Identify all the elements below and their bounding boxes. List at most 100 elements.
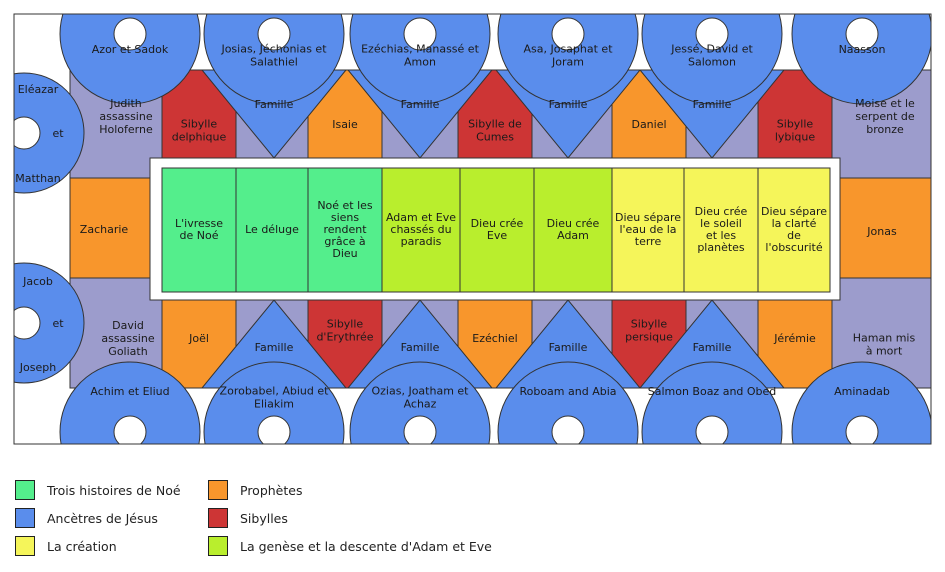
corner-bottom-left-label: David assassine Goliath	[101, 319, 154, 358]
famille-top-label: Famille	[255, 98, 294, 111]
mask-bottom	[0, 444, 945, 460]
lunette-bottom-hole	[845, 415, 879, 449]
corner-bottom-right-label: Haman mis à mort	[853, 332, 916, 358]
lunette-top-hole	[403, 17, 437, 51]
lunette-bottom-hole	[257, 415, 291, 449]
lunette-bottom-label: Roboam and Abia	[519, 385, 616, 398]
famille-bottom-label: Famille	[693, 341, 732, 354]
legend-swatch	[208, 480, 228, 500]
panel	[235, 167, 309, 293]
lunette-bottom-label: Achim et Eliud	[90, 385, 169, 398]
lunette-top-label: Jessé, David et Salomon	[670, 43, 753, 69]
lunette-bottom	[59, 361, 201, 460]
legend-item-sibylles: Sibylles	[208, 507, 288, 529]
panel-label: Noé et les siens rendent grâce à Dieu	[317, 199, 373, 260]
legend-label: Sibylles	[240, 510, 288, 526]
corner-top-right-label: Moise et le serpent de bronze	[855, 97, 915, 136]
legend-swatch	[208, 508, 228, 528]
seat-bottom-label: Jérémie	[773, 332, 816, 345]
legend-swatch	[208, 536, 228, 556]
prophet-left-seat	[69, 177, 163, 279]
famille-top-label: Famille	[401, 98, 440, 111]
seat-top-label: Daniel	[631, 118, 666, 131]
seat-bottom-label: Joël	[188, 332, 209, 345]
legend-label: La genèse et la descente d'Adam et Eve	[240, 538, 492, 554]
famille-bottom-label: Famille	[401, 341, 440, 354]
panel-label: Adam et Eve chassés du paradis	[386, 211, 456, 248]
lunette-bottom-hole	[695, 415, 729, 449]
famille-bottom-label: Famille	[255, 341, 294, 354]
panel	[307, 167, 383, 293]
famille-bottom-label: Famille	[549, 341, 588, 354]
panel-label: Dieu crée Adam	[547, 217, 600, 242]
prophet-right-seat	[839, 177, 933, 279]
lunette-bottom-label: Aminadab	[834, 385, 890, 398]
legend-swatch	[15, 508, 35, 528]
panel	[757, 167, 831, 293]
lunette-top-label: Naasson	[839, 43, 886, 56]
lunette-left-label: Joseph	[19, 361, 56, 374]
prophet-right-label: Jonas	[866, 225, 897, 238]
lunette-top-label: Josias, Jéchonias et Salathiel	[220, 43, 327, 69]
lunette-bottom	[349, 361, 491, 460]
seat-top-label: Isaie	[332, 118, 358, 131]
lunette-top-label: Ezéchias, Manassé et Amon	[361, 43, 479, 69]
panel-label: Le déluge	[245, 223, 299, 236]
lunette-top	[203, 0, 345, 105]
legend-label: Ancètres de Jésus	[47, 510, 158, 526]
legend-swatch	[15, 536, 35, 556]
lunette-bottom-label: Zorobabel, Abiud et Eliakim	[220, 385, 330, 411]
seat-top-label: Sibylle delphique	[172, 118, 227, 144]
lunette-top-label: Azor et Sadok	[92, 43, 169, 56]
panel-label: Dieu crée le soleil et les planètes	[695, 205, 748, 254]
panel-label: Dieu sépare l'eau de la terre	[615, 211, 681, 248]
lunette-bottom-hole	[551, 415, 585, 449]
lunette-left-1	[0, 72, 85, 194]
lunette-top	[641, 0, 783, 105]
seat-top-label: Sibylle de Cumes	[468, 118, 522, 144]
lunette-bottom	[203, 361, 345, 460]
famille-top-label: Famille	[693, 98, 732, 111]
legend-item-genese: La genèse et la descente d'Adam et Eve	[208, 535, 492, 557]
lunette-top-hole	[257, 17, 291, 51]
lunette-top-hole	[695, 17, 729, 51]
lunette-bottom-label: Ozias, Joatham et Achaz	[372, 385, 470, 411]
lunette-top-hole	[551, 17, 585, 51]
famille-top-label: Famille	[549, 98, 588, 111]
panel	[161, 167, 237, 293]
lunette-top	[497, 0, 639, 105]
prophet-left-label: Zacharie	[80, 223, 129, 236]
panel-label: Dieu sépare la clarté de l'obscurité	[761, 205, 827, 254]
legend-item-prophetes: Prophètes	[208, 479, 302, 501]
lunette-bottom	[497, 361, 639, 460]
lunette-top-label: Asa, Josaphat et Joram	[523, 43, 613, 69]
lunette-left-label: Eléazar	[18, 83, 59, 96]
lunette-left-label: et	[52, 317, 64, 330]
lunette-bottom-hole	[113, 415, 147, 449]
ceiling-frame-outline	[13, 13, 932, 445]
lunette-top	[349, 0, 491, 105]
legend-label: Prophètes	[240, 482, 303, 498]
panel-label: L'ivresse de Noé	[175, 217, 223, 242]
seat-bottom-label: Sibylle persique	[625, 318, 673, 344]
legend-label: La création	[47, 538, 117, 554]
panel	[459, 167, 535, 293]
mask-left	[0, 0, 14, 460]
legend-swatch	[15, 480, 35, 500]
seat-bottom-label: Sibylle d'Erythrée	[316, 318, 373, 344]
lunette-top-hole	[845, 17, 879, 51]
mask-right	[931, 0, 945, 460]
corner-top-left-label: Judith assassine Holoferne	[99, 97, 153, 136]
legend-item-ancetres: Ancètres de Jésus	[15, 507, 158, 529]
lunette-left-label: Matthan	[15, 172, 61, 185]
lunette-bottom-hole	[403, 415, 437, 449]
panel	[533, 167, 613, 293]
lunette-bottom-label: Salmon Boaz and Obed	[648, 385, 777, 398]
lunette-top-hole	[113, 17, 147, 51]
ceiling-plan: L'ivresse de Noé Le déluge Noé et les siens r…	[0, 0, 945, 460]
legend-item-creation: La création	[15, 535, 117, 557]
lunette-left-label: et	[52, 127, 64, 140]
lunette-left-2	[0, 262, 85, 384]
panel	[381, 167, 461, 293]
mask-top	[0, 0, 945, 14]
